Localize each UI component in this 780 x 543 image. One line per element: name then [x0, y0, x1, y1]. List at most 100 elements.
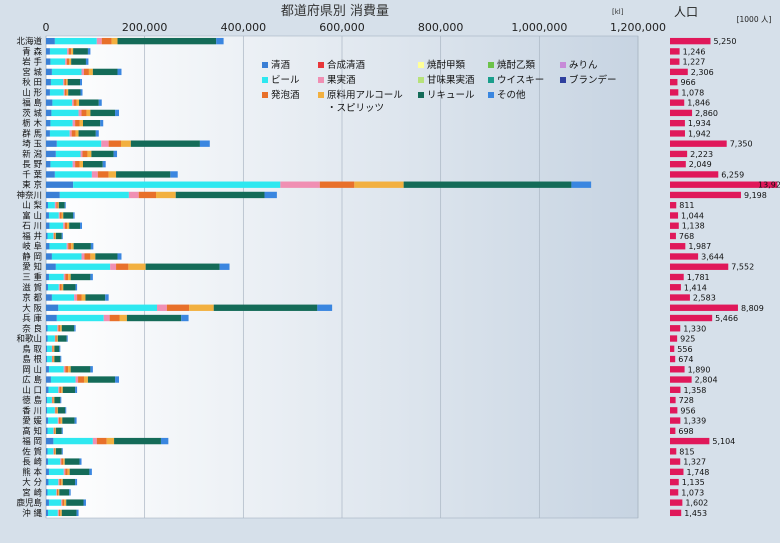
population-value-label: 13,921	[758, 181, 780, 190]
bar-segment	[82, 150, 88, 158]
bar-segment	[126, 314, 182, 322]
population-value-label: 1,942	[688, 129, 711, 138]
bar-segment	[71, 58, 86, 65]
bar-segment	[56, 314, 104, 322]
bar-segment	[66, 335, 68, 342]
bar-segment	[92, 68, 118, 76]
bar-segment	[54, 427, 56, 435]
bar-segment	[61, 499, 63, 506]
bar-segment	[64, 458, 80, 465]
bar-segment	[50, 78, 64, 86]
bar-segment	[64, 89, 67, 96]
legend-label: 果実酒	[327, 74, 356, 86]
bar-segment	[66, 243, 69, 250]
legend-swatch	[262, 77, 268, 83]
bar-segment	[76, 509, 79, 517]
bar-segment	[189, 304, 214, 311]
population-value-label: 956	[680, 406, 695, 415]
bar-segment	[55, 335, 57, 342]
legend-label: 発泡酒	[271, 89, 300, 101]
bar-segment	[61, 212, 64, 219]
population-value-label: 1,453	[684, 509, 707, 518]
population-value-label: 2,306	[691, 68, 714, 77]
population-value-label: 1,135	[682, 478, 705, 487]
population-value-label: 3,644	[701, 252, 724, 261]
bar-segment	[46, 150, 56, 158]
bar-segment	[58, 304, 158, 311]
category-label: 鹿児島	[16, 498, 42, 509]
bar-segment	[145, 263, 220, 270]
bar-segment	[63, 273, 66, 281]
bar-segment	[60, 396, 62, 404]
population-value-label: 9,198	[744, 191, 767, 200]
bar-segment	[571, 181, 592, 188]
bar-segment	[53, 396, 55, 404]
bar-segment	[85, 58, 89, 65]
bar-segment	[60, 417, 63, 424]
category-label: 東 京	[22, 180, 42, 191]
category-label: 富 山	[22, 210, 42, 221]
bar-segment	[175, 191, 265, 199]
bar-segment	[88, 68, 93, 76]
bar-segment	[81, 294, 86, 301]
population-bar	[670, 130, 685, 137]
legend-label: 清酒	[271, 59, 291, 71]
population-bar	[670, 335, 678, 342]
bar-segment	[46, 509, 48, 517]
category-label: 千 葉	[22, 169, 42, 180]
population-bar	[670, 499, 683, 506]
bar-segment	[90, 366, 93, 373]
category-label: 熊 本	[22, 467, 42, 478]
bar-segment	[75, 161, 80, 168]
bar-segment	[46, 304, 59, 311]
bar-segment	[54, 448, 56, 455]
bar-segment	[71, 130, 76, 137]
bar-segment	[68, 243, 72, 250]
legend-label: ブランデー	[569, 74, 617, 86]
category-label: 島 根	[22, 354, 42, 365]
bar-segment	[114, 437, 161, 445]
bar-segment	[53, 355, 55, 363]
bar-segment	[58, 478, 60, 486]
bar-segment	[100, 119, 104, 127]
x-tick-label: 0	[43, 21, 50, 34]
bar-segment	[75, 376, 79, 383]
bar-segment	[87, 150, 92, 158]
bar-segment	[113, 150, 118, 158]
bar-segment	[62, 478, 76, 486]
bar-segment	[64, 202, 66, 209]
population-bar	[670, 468, 684, 476]
population-bar	[670, 263, 729, 270]
population-value-label: 1,330	[683, 324, 706, 333]
bar-segment	[64, 499, 67, 506]
bar-segment	[61, 284, 64, 291]
bar-segment	[50, 161, 73, 168]
bar-segment	[59, 345, 61, 352]
bar-segment	[46, 437, 54, 445]
bar-segment	[90, 243, 94, 250]
bar-segment	[115, 376, 120, 383]
bar-segment	[87, 48, 91, 55]
bar-segment	[108, 171, 117, 178]
population-value-label: 5,250	[714, 37, 737, 46]
bar-segment	[47, 284, 59, 291]
category-label: 和歌山	[16, 334, 42, 345]
population-value-label: 5,104	[712, 437, 735, 446]
bar-segment	[55, 407, 57, 414]
bar-segment	[87, 376, 116, 383]
bar-segment	[58, 202, 65, 209]
category-label: 高 知	[22, 426, 42, 437]
bar-segment	[52, 345, 54, 352]
legend-swatch	[488, 77, 494, 83]
legend-swatch	[418, 92, 424, 98]
population-bar	[670, 109, 693, 117]
bar-segment	[81, 109, 87, 117]
bar-segment	[52, 99, 73, 106]
bar-segment	[58, 325, 61, 332]
bar-segment	[46, 243, 50, 250]
category-label: 広 島	[22, 375, 42, 386]
population-value-label: 2,583	[693, 294, 716, 303]
bar-segment	[80, 89, 83, 96]
bar-segment	[83, 161, 103, 168]
population-value-label: 556	[677, 345, 692, 354]
